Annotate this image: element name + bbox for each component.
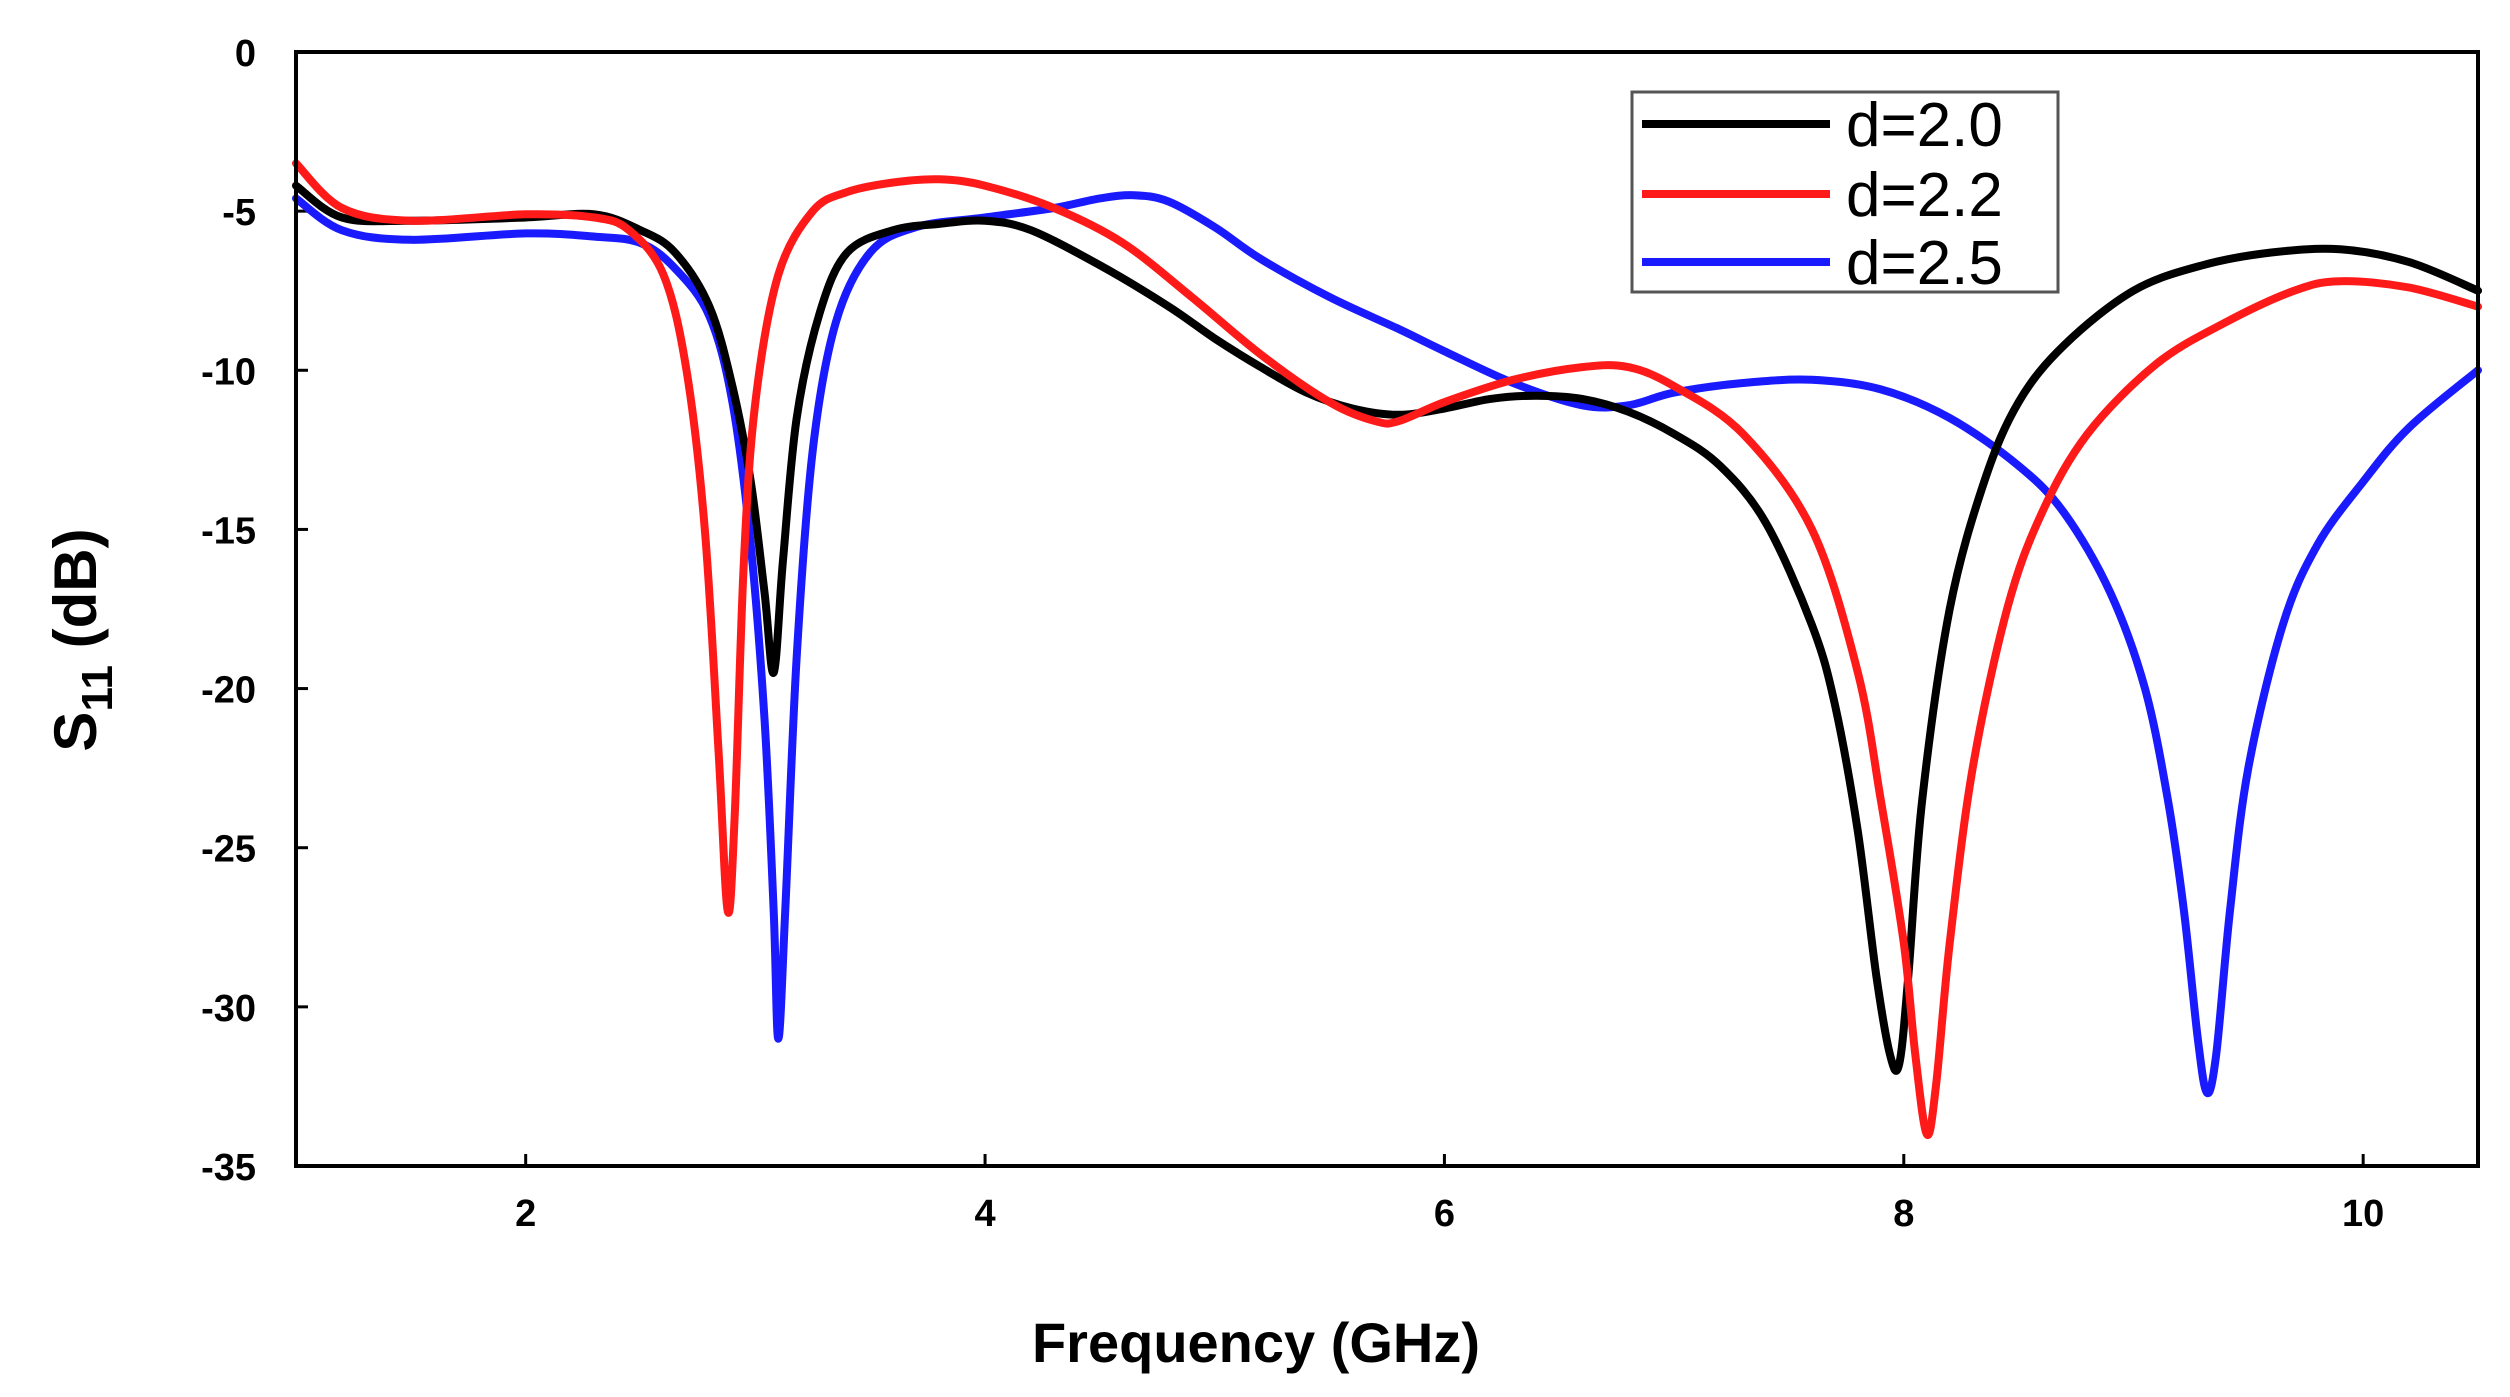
x-tick-label: 2 (515, 1193, 536, 1235)
y-axis-title-main: S (42, 712, 109, 752)
y-tick-label: -35 (201, 1147, 256, 1189)
series-layer (292, 159, 2482, 1139)
y-tick-label: 0 (235, 33, 256, 75)
y-tick-label: -25 (201, 829, 256, 871)
legend-label-d2-2: d=2.2 (1846, 161, 2003, 230)
y-axis-title-unit: (dB) (42, 528, 109, 665)
legend-label-d2-5: d=2.5 (1846, 229, 2003, 298)
y-axis-title: S11 (dB) (42, 528, 122, 751)
y-tick-label: -15 (201, 510, 256, 552)
x-tick-label: 4 (974, 1193, 995, 1235)
series-line-d2-2 (292, 159, 2482, 1139)
plot-frame (294, 50, 2480, 1168)
y-tick-label: -10 (201, 351, 256, 393)
y-axis-title-subscript: 11 (73, 665, 122, 712)
legend: d=2.0 d=2.2 d=2.5 (1630, 90, 2060, 298)
x-tick-label: 10 (2342, 1193, 2384, 1235)
y-tick-label: -30 (201, 988, 256, 1030)
y-tick-label: -5 (222, 192, 256, 234)
y-tick-label: -20 (201, 670, 256, 712)
x-tick-label: 8 (1893, 1193, 1914, 1235)
legend-label-d2-0: d=2.0 (1846, 91, 2003, 160)
x-axis-title: Frequency (GHz) (1032, 1311, 1480, 1374)
series-line-d2-5 (292, 191, 2482, 1098)
y-axis-ticks: 0 -5 -10 -15 -20 -25 -30 -35 (201, 33, 308, 1189)
x-tick-label: 6 (1434, 1193, 1455, 1235)
